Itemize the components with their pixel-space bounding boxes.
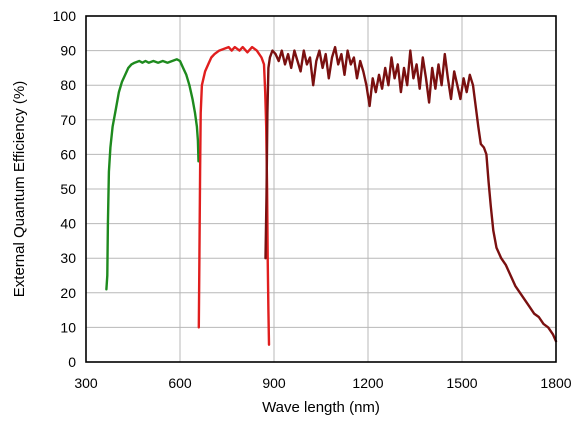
y-tick-label: 40 xyxy=(60,216,76,232)
x-tick-label: 300 xyxy=(74,375,98,391)
grid xyxy=(86,16,556,362)
series-line-3 xyxy=(264,45,558,343)
y-tick-label: 20 xyxy=(60,285,76,301)
x-tick-label: 1500 xyxy=(446,375,477,391)
y-tick-label: 90 xyxy=(60,43,76,59)
y-tick-label: 80 xyxy=(60,77,76,93)
y-tick-label: 100 xyxy=(53,8,77,24)
y-tick-label: 10 xyxy=(60,319,76,335)
x-tick-label: 900 xyxy=(262,375,286,391)
series-line-2 xyxy=(197,45,271,346)
x-axis-title: Wave length (nm) xyxy=(262,399,380,416)
y-tick-label: 70 xyxy=(60,112,76,128)
y-tick-label: 60 xyxy=(60,146,76,162)
x-tick-label: 1800 xyxy=(540,375,571,391)
series-layer xyxy=(105,45,558,346)
x-tick-label: 600 xyxy=(168,375,192,391)
y-axis-title: External Quantum Efficiency (%) xyxy=(11,81,28,297)
tick-labels: 0 10 20 30 40 50 60 70 80 90 100 300 600 900 1200 1500 1… xyxy=(53,8,572,391)
y-tick-label: 50 xyxy=(60,181,76,197)
y-tick-label: 30 xyxy=(60,250,76,266)
y-tick-label: 0 xyxy=(68,354,76,370)
plot-frame xyxy=(85,15,557,363)
x-tick-label: 1200 xyxy=(352,375,383,391)
series-line-1 xyxy=(105,58,200,291)
